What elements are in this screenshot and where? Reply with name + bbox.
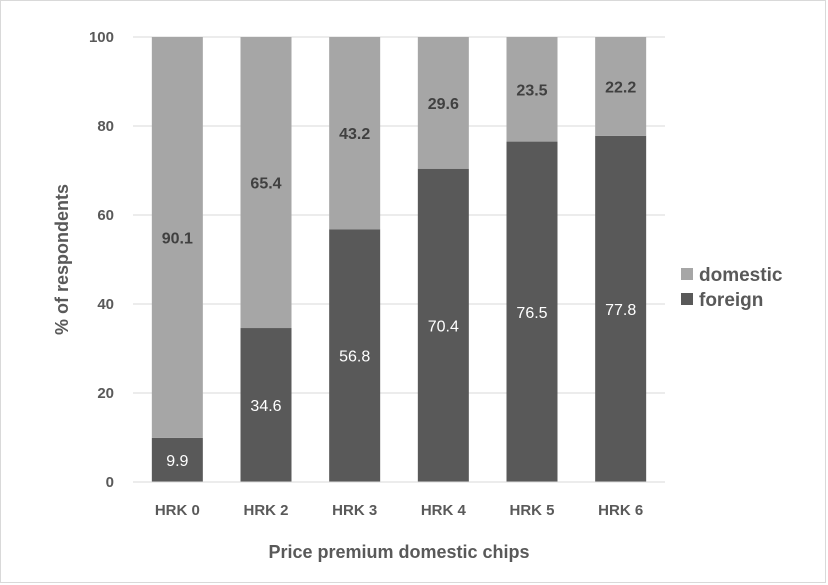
bar-domestic	[240, 37, 292, 329]
x-axis-title: Price premium domestic chips	[268, 542, 529, 562]
bar-foreign	[506, 141, 558, 482]
bar-domestic	[151, 37, 203, 438]
gridlines	[133, 36, 665, 394]
x-tick-label: HRK 2	[243, 502, 288, 519]
data-label-domestic: 22.2	[605, 79, 636, 96]
bar-foreign	[329, 229, 381, 482]
bar-domestic	[329, 37, 381, 230]
bar-foreign	[417, 168, 469, 482]
legend-swatch-domestic	[681, 268, 693, 280]
data-label-domestic: 90.1	[162, 230, 193, 247]
y-tick-label: 20	[97, 385, 114, 402]
data-label-foreign: 76.5	[516, 305, 547, 322]
data-label-foreign: 70.4	[428, 318, 459, 335]
bar-domestic	[506, 37, 558, 142]
x-tick-label: HRK 3	[332, 502, 377, 519]
y-tick-label: 60	[97, 207, 114, 224]
y-axis-title: % of respondents	[52, 184, 72, 335]
y-tick-label: 80	[97, 118, 114, 135]
x-tick-label: HRK 0	[155, 502, 200, 519]
y-tick-label: 100	[89, 29, 114, 46]
data-label-domestic: 23.5	[516, 82, 547, 99]
legend-label-foreign: foreign	[699, 290, 763, 311]
x-tick-label: HRK 5	[509, 502, 554, 519]
bar-foreign	[240, 328, 292, 482]
y-tick-label: 40	[97, 296, 114, 313]
bar-foreign	[595, 135, 647, 483]
x-tick-label: HRK 4	[421, 502, 467, 519]
legend-swatch-foreign	[681, 293, 693, 305]
data-label-foreign: 77.8	[605, 302, 636, 319]
legend: domestic foreign	[681, 265, 783, 311]
x-tick-label: HRK 6	[598, 502, 643, 519]
data-label-domestic: 29.6	[428, 96, 459, 113]
y-tick-labels: 0 20 40 60 80 100	[89, 29, 114, 491]
bar-domestic	[417, 37, 469, 169]
data-label-foreign: 9.9	[166, 453, 188, 470]
data-label-domestic: 65.4	[250, 176, 281, 193]
y-tick-label: 0	[106, 474, 114, 491]
data-label-foreign: 34.6	[250, 398, 281, 415]
legend-label-domestic: domestic	[699, 265, 783, 286]
bars-group: 9.9 90.1 34.6 65.4 56.8 43.2 70.4 29.6 76.5 23.5 7…	[151, 37, 647, 483]
bar-foreign	[151, 437, 203, 482]
data-label-foreign: 56.8	[339, 349, 370, 366]
x-tick-labels: HRK 0 HRK 2 HRK 3 HRK 4 HRK 5 HRK 6	[155, 502, 643, 519]
bar-domestic	[595, 37, 647, 136]
data-label-domestic: 43.2	[339, 126, 370, 143]
